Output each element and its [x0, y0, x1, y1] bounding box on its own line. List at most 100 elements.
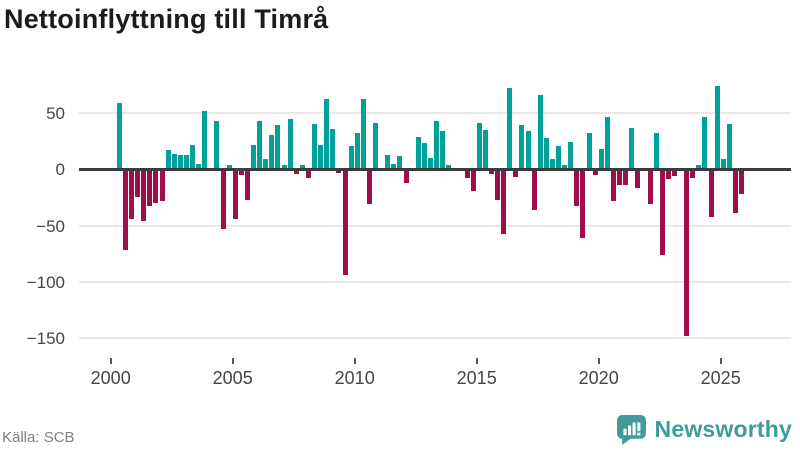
bar [324, 99, 330, 170]
source-label: Källa: SCB [2, 429, 75, 446]
zero-baseline [79, 167, 791, 171]
bar [623, 169, 629, 186]
bar [263, 159, 269, 170]
bar [659, 169, 665, 255]
bar [360, 99, 366, 170]
bar [720, 159, 726, 170]
x-tick-label: 2025 [700, 368, 741, 388]
bar [318, 144, 324, 170]
bar [330, 128, 336, 170]
bar [739, 169, 745, 195]
bar [153, 169, 159, 204]
x-tick-mark [109, 358, 112, 364]
bar [574, 169, 580, 207]
bar [726, 124, 732, 170]
bar [690, 169, 696, 179]
y-tick-label: −50 [36, 216, 65, 236]
bar [592, 169, 598, 175]
bar [342, 169, 348, 276]
bar [665, 169, 671, 180]
bar [312, 124, 318, 170]
bar [129, 169, 135, 219]
gridline [79, 337, 791, 340]
bar [232, 169, 238, 219]
bar [287, 118, 293, 170]
bar [647, 169, 653, 205]
bar [226, 164, 232, 170]
bar [525, 130, 531, 170]
bar [373, 123, 379, 170]
bar [488, 169, 494, 174]
bar [147, 169, 153, 207]
bar [305, 169, 311, 179]
bar [135, 169, 141, 198]
bar [617, 169, 623, 186]
bar [214, 120, 220, 170]
bar [183, 154, 189, 170]
x-tick-mark [719, 358, 722, 364]
bar [336, 169, 342, 173]
bar [403, 169, 409, 183]
bar [598, 149, 604, 170]
bar [421, 143, 427, 170]
bar [238, 169, 244, 175]
x-tick-label: 2010 [334, 368, 375, 388]
y-tick-label: −150 [26, 329, 65, 349]
x-tick-label: 2015 [456, 368, 497, 388]
x-tick-label: 2020 [578, 368, 619, 388]
bar [171, 153, 177, 170]
bar [275, 125, 281, 170]
bar [190, 144, 196, 170]
bar [507, 88, 513, 170]
bar [385, 154, 391, 170]
bar [531, 169, 537, 210]
bar [714, 85, 720, 170]
bar [568, 142, 574, 170]
gridline [79, 111, 791, 114]
bar [519, 125, 525, 170]
bar [482, 129, 488, 170]
bar [556, 145, 562, 170]
bar [177, 154, 183, 170]
bar [116, 102, 122, 170]
bar [159, 169, 165, 201]
y-tick-label: 0 [55, 160, 65, 180]
bar [202, 110, 208, 170]
x-tick-label: 2005 [212, 368, 253, 388]
newsworthy-wordmark: Newsworthy [654, 415, 792, 442]
bar [446, 164, 452, 170]
bar [281, 164, 287, 170]
bar [141, 169, 147, 222]
bar [495, 169, 501, 200]
gridline [79, 224, 791, 227]
bar [257, 120, 263, 170]
newsworthy-bar-chart-speech-bubble-icon [616, 414, 646, 445]
bar [513, 169, 519, 178]
bar [165, 150, 171, 170]
bar [580, 169, 586, 239]
bar [543, 137, 549, 170]
bar [464, 169, 470, 179]
bar [476, 123, 482, 170]
x-tick-mark [231, 358, 234, 364]
gridline [79, 281, 791, 283]
bar [122, 169, 128, 251]
x-tick-mark [353, 358, 356, 364]
bar [696, 164, 702, 170]
bar [610, 169, 616, 201]
bar [244, 169, 250, 200]
x-tick-label: 2000 [90, 368, 131, 388]
bar [434, 120, 440, 170]
bar [397, 155, 403, 170]
y-tick-label: 50 [46, 103, 65, 123]
bar [391, 163, 397, 170]
bar [251, 144, 257, 170]
bar [702, 117, 708, 170]
bar [366, 169, 372, 205]
bar [732, 169, 738, 214]
chart-title: Nettoinflyttning till Timrå [4, 4, 329, 34]
bar [684, 169, 690, 337]
y-tick-label: −100 [26, 273, 65, 292]
bar [348, 145, 354, 170]
